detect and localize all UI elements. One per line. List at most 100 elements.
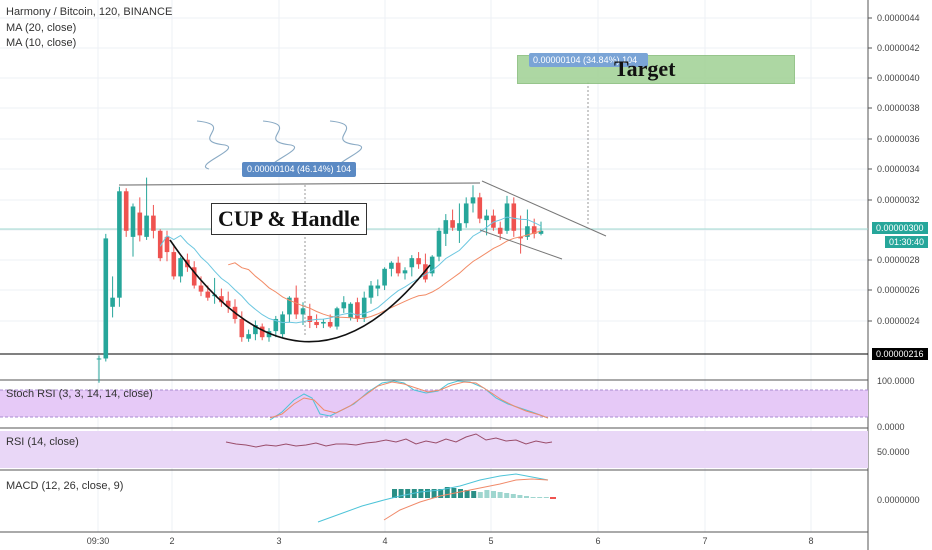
time-tick-label: 3 xyxy=(276,536,281,546)
rsi-band xyxy=(0,431,868,468)
macd-histogram-bar xyxy=(477,492,483,498)
support-price-badge: 0.00000216 xyxy=(872,348,928,360)
ma10-line xyxy=(159,216,542,324)
candle-body xyxy=(341,302,347,309)
ma10-legend: MA (10, close) xyxy=(6,37,77,49)
price-tick-label: 0.00000260 xyxy=(877,285,925,295)
candle-body xyxy=(307,315,313,322)
macd-histogram-bar xyxy=(444,487,450,498)
candle-body xyxy=(157,230,163,259)
target-annotation: Target xyxy=(614,56,676,81)
steam-swirl xyxy=(329,120,362,170)
candle-body xyxy=(436,230,442,257)
steam-swirl xyxy=(196,120,229,170)
candle-body xyxy=(518,236,523,239)
cup-measure-label: 0.00000104 (46.14%) 104 xyxy=(242,162,357,177)
candle-body xyxy=(409,258,415,268)
macd-histogram-bar xyxy=(431,489,437,498)
macd-histogram-bar xyxy=(425,489,430,498)
candle-body xyxy=(382,268,387,286)
candle-body xyxy=(130,206,136,237)
macd-label: MACD (12, 26, close, 9) xyxy=(6,480,124,492)
symbol-title: Harmony / Bitcoin, 120, BINANCE xyxy=(6,6,173,18)
candle-body xyxy=(538,230,544,234)
macd-histogram-bar xyxy=(510,494,516,498)
candle-body xyxy=(198,285,204,292)
candle-body xyxy=(110,297,115,307)
candle-body xyxy=(171,252,177,277)
candle-body xyxy=(457,223,462,231)
candle-body xyxy=(300,308,306,315)
macd-histogram-bar xyxy=(464,490,470,498)
candle-body xyxy=(273,318,279,332)
candle-body xyxy=(96,358,102,360)
stoch-rsi-band xyxy=(0,390,868,417)
candle-body xyxy=(266,331,272,338)
handle-upper-line xyxy=(481,180,607,237)
candle-body xyxy=(239,318,245,338)
price-tick-label: 0.00000440 xyxy=(877,13,925,23)
rsi-label: RSI (14, close) xyxy=(6,436,79,448)
candle-body xyxy=(450,220,455,228)
candle-body xyxy=(253,325,258,335)
candle-body xyxy=(416,258,421,265)
macd-line xyxy=(317,473,549,523)
candle-body xyxy=(484,215,489,221)
stoch-rsi-label: Stoch RSI (3, 3, 14, 14, close) xyxy=(6,388,153,400)
candle-body xyxy=(348,303,353,318)
ma20-legend: MA (20, close) xyxy=(6,22,77,34)
candle-body xyxy=(287,297,292,315)
axis-margin xyxy=(920,0,932,550)
steam-swirl xyxy=(262,120,295,170)
candle-body xyxy=(463,203,469,224)
candle-body xyxy=(246,334,251,339)
price-tick-label: 0.00000360 xyxy=(877,134,925,144)
macd-histogram-bar xyxy=(392,489,397,498)
price-tick-label: 0.00000240 xyxy=(877,316,925,326)
price-tick-label: 0.00000420 xyxy=(877,43,925,53)
time-tick-label: 8 xyxy=(808,536,813,546)
candle-body xyxy=(293,297,299,315)
candle-body xyxy=(103,238,109,359)
time-tick-label: 7 xyxy=(702,536,707,546)
candle-body xyxy=(123,191,129,231)
pane-tick-label: 100.0000 xyxy=(877,376,915,386)
candle-body xyxy=(511,203,517,231)
candle-body xyxy=(497,227,503,234)
macd-histogram-bar xyxy=(484,490,490,498)
rsi-line xyxy=(225,433,553,448)
macd-histogram-bar xyxy=(405,489,411,498)
candle-body xyxy=(205,291,211,298)
candle-body xyxy=(355,302,360,319)
candle-body xyxy=(470,197,476,204)
macd-histogram-bar xyxy=(517,495,523,498)
macd-histogram-bar xyxy=(491,491,496,498)
candle-body xyxy=(137,212,143,236)
time-tick-label: 4 xyxy=(382,536,387,546)
price-tick-label: 0.00000400 xyxy=(877,73,925,83)
candle-body xyxy=(429,256,435,274)
cup-curve xyxy=(169,239,431,343)
stoch-k-line xyxy=(269,380,549,421)
time-tick-label: 6 xyxy=(595,536,600,546)
candle-body xyxy=(525,226,530,237)
macd-histogram-bar xyxy=(504,493,510,498)
macd-histogram-bar xyxy=(418,489,424,498)
pane-tick-label: 0.00000000 xyxy=(877,495,925,505)
macd-histogram-bar xyxy=(438,489,444,498)
candle-body xyxy=(389,262,394,269)
candle-body xyxy=(375,285,381,289)
candle-body xyxy=(225,300,231,307)
candle-body xyxy=(327,322,333,327)
candle-body xyxy=(191,267,197,286)
macd-histogram-bar xyxy=(497,492,503,498)
price-tick-label: 0.00000280 xyxy=(877,255,925,265)
handle-lower-line xyxy=(479,229,563,260)
time-tick-label: 2 xyxy=(169,536,174,546)
macd-histogram-bar xyxy=(471,491,477,498)
macd-histogram-bar xyxy=(550,497,556,499)
pane-tick-label: 50.0000 xyxy=(877,447,910,457)
candle-body xyxy=(219,296,224,303)
macd-histogram-bar xyxy=(543,497,549,498)
